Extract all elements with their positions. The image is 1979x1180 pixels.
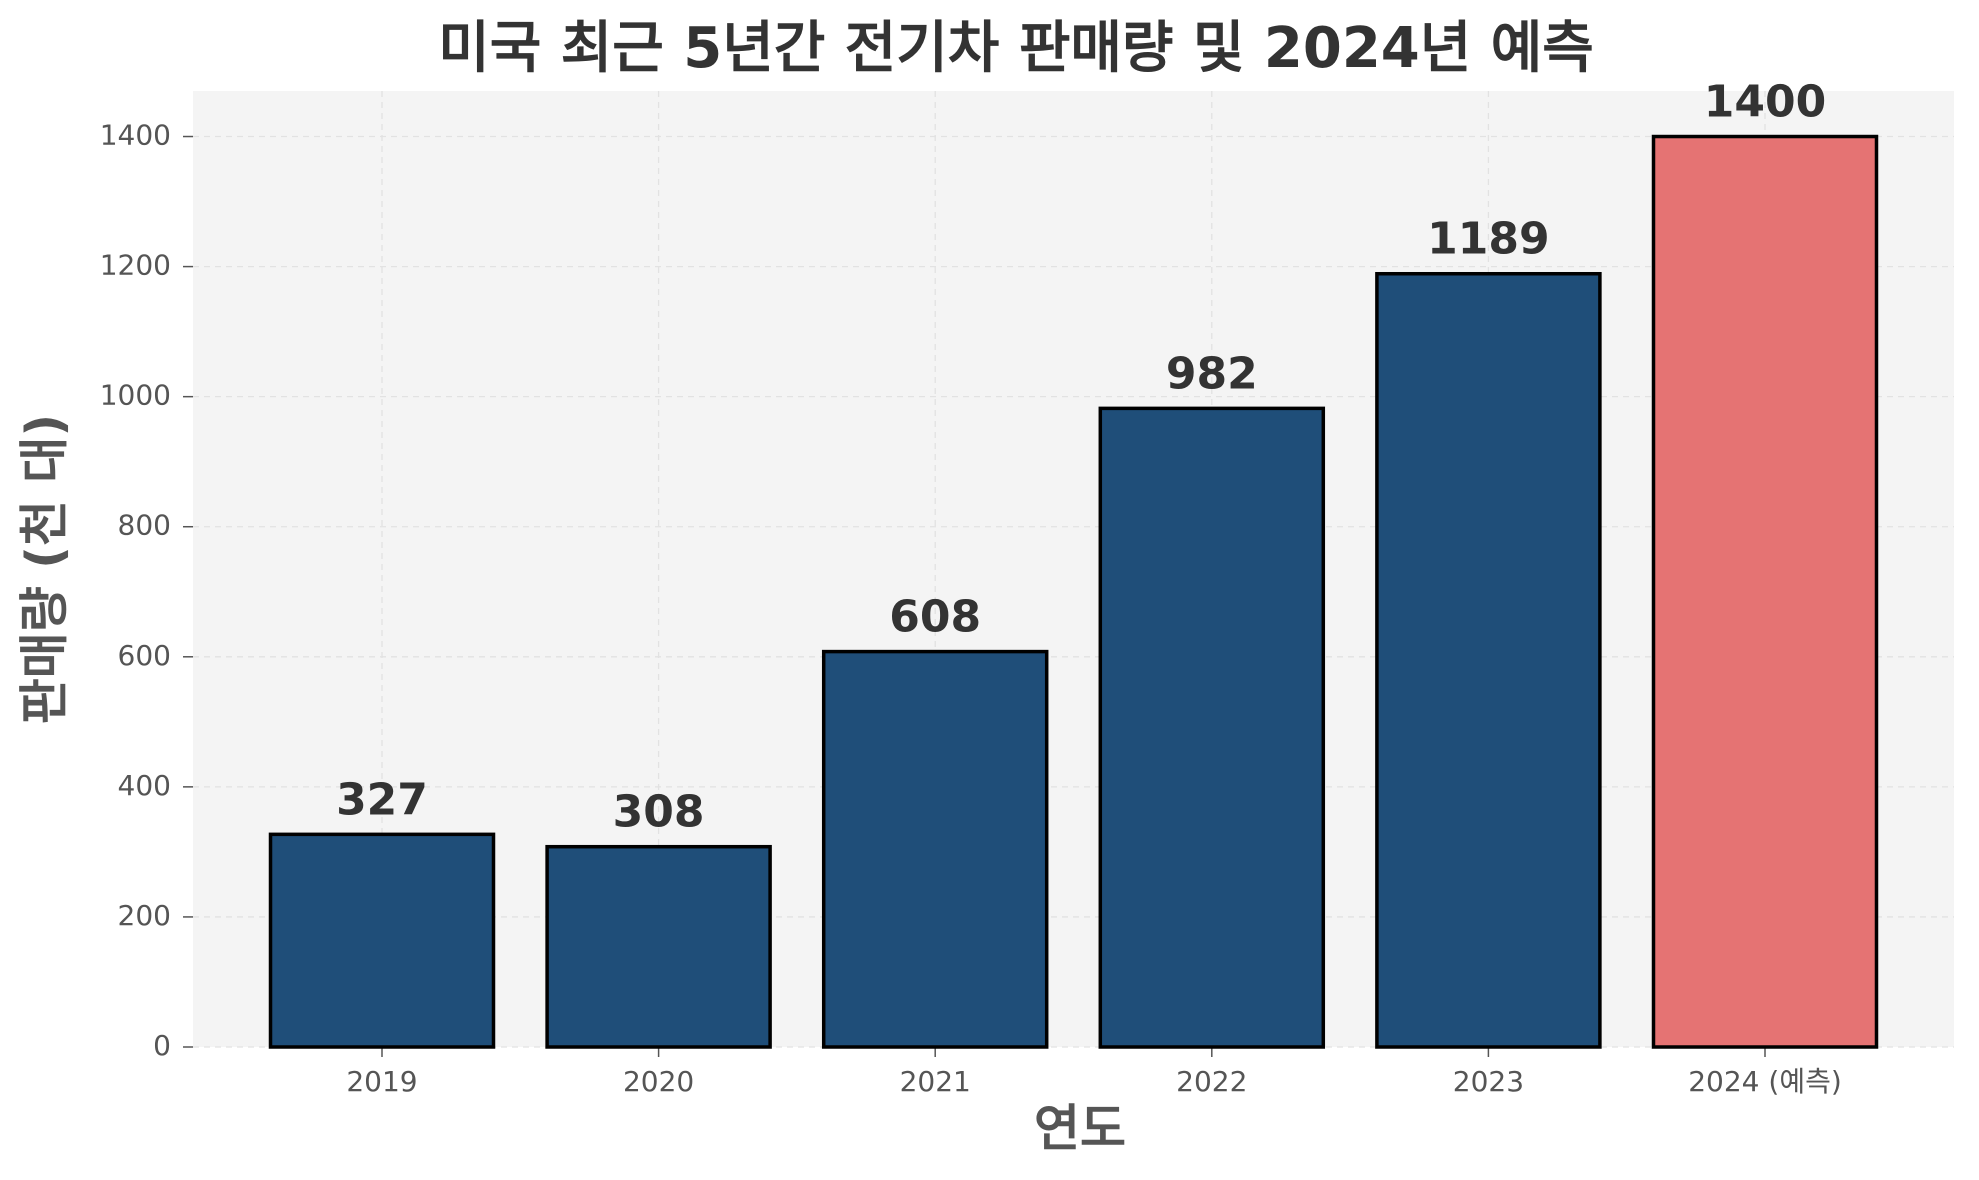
value-label: 308 [613, 787, 705, 838]
bar [545, 844, 772, 1049]
x-tick-label: 2022 [1176, 1065, 1247, 1098]
value-label: 608 [889, 592, 981, 643]
bar [1651, 134, 1879, 1049]
x-tick-label: 2024 (예측) [1688, 1065, 1842, 1098]
x-tick-label: 2021 [900, 1065, 971, 1098]
x-tick-label: 2023 [1453, 1065, 1524, 1098]
y-tick-label: 600 [118, 639, 171, 672]
value-label: 1400 [1704, 77, 1826, 128]
y-tick-label: 200 [118, 899, 171, 932]
y-tick-label: 800 [118, 509, 171, 542]
x-axis-label: 연도 [1034, 1100, 1126, 1158]
value-label: 327 [336, 774, 428, 825]
y-tick-label: 1400 [100, 119, 171, 152]
y-axis-label: 판매량 (천 대) [16, 414, 74, 725]
bar [1375, 271, 1602, 1049]
y-tick-label: 1000 [100, 379, 171, 412]
y-tick-label: 400 [118, 769, 171, 802]
value-label: 982 [1166, 348, 1258, 399]
y-tick-label: 1200 [100, 249, 171, 282]
bar [821, 649, 1049, 1049]
y-tick-label: 0 [153, 1029, 171, 1062]
bar [1098, 406, 1326, 1049]
bar [268, 832, 496, 1049]
x-tick-label: 2019 [346, 1065, 417, 1098]
x-tick-label: 2020 [623, 1065, 694, 1098]
value-label: 1189 [1427, 214, 1549, 265]
chart-title: 미국 최근 5년간 전기차 판매량 및 2024년 예측 [438, 16, 1594, 81]
